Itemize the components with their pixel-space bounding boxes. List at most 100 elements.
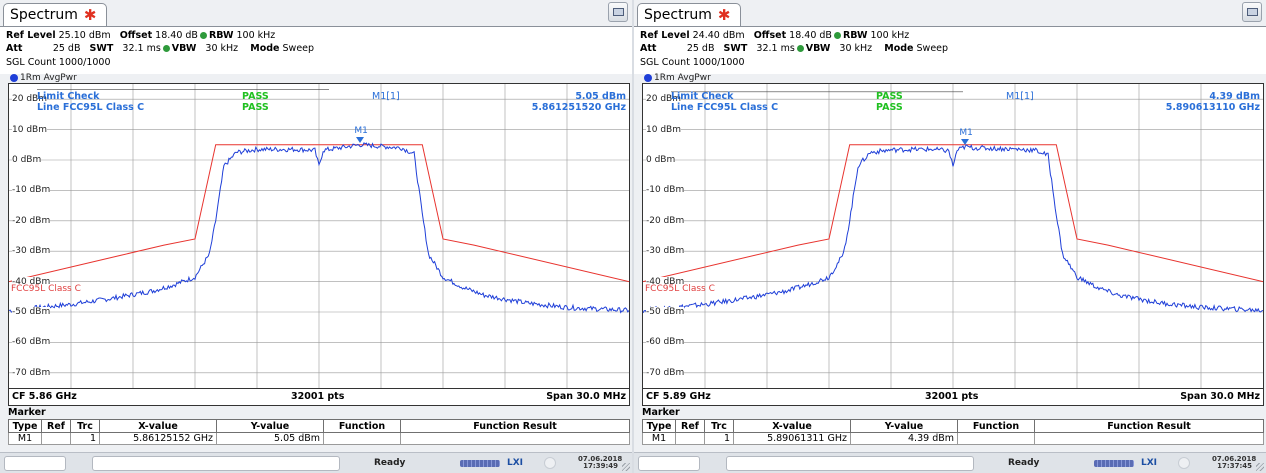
cell-x-value: 5.86125152 GHz [99, 432, 217, 445]
offset-value[interactable]: 18.40 dB [155, 30, 198, 41]
span[interactable]: Span 30.0 MHz [546, 391, 626, 402]
status-bar: Ready LXI 07.06.2018 17:37:45 [634, 452, 1266, 473]
col-function: Function [957, 419, 1035, 433]
sweep-points[interactable]: 32001 pts [925, 391, 979, 402]
y-tick-label: 10 dBm [646, 124, 681, 135]
swt-label: SWT [89, 43, 114, 54]
spectrum-plot[interactable]: 20 dBm 10 dBm 0 dBm -10 dBm -20 dBm -30 dBm -4… [8, 83, 630, 389]
att-label: Att [6, 43, 23, 54]
y-tick-label: -20 dBm [646, 215, 685, 226]
center-frequency[interactable]: CF 5.86 GHz [12, 391, 77, 402]
trace-avgpwr [643, 144, 1263, 314]
swt-value[interactable]: 32.1 ms [122, 43, 161, 54]
status-message-field [726, 456, 974, 471]
lxi-icon: LXI [1141, 458, 1158, 468]
y-tick-label: -40 dBm [12, 276, 51, 287]
spectrum-chart [9, 84, 629, 388]
rbw-value[interactable]: 100 kHz [870, 30, 910, 41]
spectrum-tab-right[interactable]: Spectrum ✱ [637, 3, 742, 26]
marker-section-title: Marker [642, 407, 680, 418]
col-type: Type [642, 419, 676, 433]
marker-section-title: Marker [8, 407, 46, 418]
cell-function-result [1034, 432, 1264, 445]
limit-line-label: Line FCC95L Class C [37, 102, 145, 113]
vbw-value[interactable]: 30 kHz [205, 43, 239, 54]
display-config-icon[interactable] [1242, 2, 1262, 22]
status-datetime: 07.06.2018 17:39:49 [578, 456, 622, 470]
tab-title: Spectrum [644, 7, 712, 23]
mode-value[interactable]: Sweep [282, 43, 315, 54]
status-field [4, 456, 66, 471]
y-tick-label: -60 dBm [12, 337, 51, 348]
marker-readout-name: M1[1] [1006, 91, 1034, 102]
offset-label: Offset [119, 30, 153, 41]
spectrum-tab-left[interactable]: Spectrum ✱ [3, 3, 108, 26]
coupled-indicator-icon [796, 44, 804, 52]
col-type: Type [8, 419, 42, 433]
sweep-count: SGL Count 1000/1000 [640, 57, 745, 68]
ref-level-value[interactable]: 24.40 dBm [692, 30, 745, 41]
resize-grip-icon[interactable] [1256, 463, 1264, 471]
limit-line-fcc95l-class-c [9, 144, 629, 283]
swt-value[interactable]: 32.1 ms [756, 43, 795, 54]
cell-trc: 1 [70, 432, 100, 445]
limit-line-name: FCC95L Class C [11, 283, 81, 294]
col-ref: Ref [675, 419, 705, 433]
y-tick-label: -70 dBm [12, 367, 51, 378]
progress-bar [460, 460, 500, 467]
att-value[interactable]: 25 dB [52, 43, 81, 54]
vbw-value[interactable]: 30 kHz [839, 43, 873, 54]
rbw-value[interactable]: 100 kHz [236, 30, 276, 41]
trace-dot-icon [644, 74, 652, 82]
mode-label: Mode [884, 43, 914, 54]
y-tick-label: 20 dBm [646, 94, 681, 105]
resize-grip-icon[interactable] [622, 463, 630, 471]
limit-line-pass: PASS [242, 102, 269, 113]
spectrum-window-left: Spectrum ✱ Ref Level 25.10 dBm Offset 18… [0, 0, 632, 473]
y-tick-label: -30 dBm [646, 246, 685, 257]
m1-marker-icon[interactable] [961, 138, 970, 145]
ref-level-value[interactable]: 25.10 dBm [58, 30, 111, 41]
m1-marker-icon[interactable] [356, 136, 365, 143]
offset-label: Offset [753, 30, 787, 41]
att-value[interactable]: 25 dB [686, 43, 715, 54]
coupled-indicator-icon [162, 44, 170, 52]
limit-check-pass: PASS [876, 91, 903, 102]
tab-title: Spectrum [10, 7, 78, 23]
y-tick-label: -10 dBm [12, 185, 51, 196]
status-ready: Ready [1008, 458, 1040, 468]
vbw-label: VBW [805, 43, 831, 54]
col-function: Function [323, 419, 401, 433]
y-tick-label: 0 dBm [646, 155, 676, 165]
display-config-icon[interactable] [608, 2, 628, 22]
offset-value[interactable]: 18.40 dB [789, 30, 832, 41]
trace-label: 1Rm AvgPwr [644, 73, 711, 83]
trace-label-text: 1Rm AvgPwr [20, 73, 77, 83]
ref-level-label: Ref Level [6, 30, 56, 41]
sweep-points[interactable]: 32001 pts [291, 391, 345, 402]
status-field [638, 456, 700, 471]
y-tick-label: -20 dBm [12, 215, 51, 226]
mode-value[interactable]: Sweep [916, 43, 949, 54]
ref-level-label: Ref Level [640, 30, 690, 41]
table-row[interactable]: M1 1 5.89061311 GHz 4.39 dBm [642, 432, 1264, 445]
coupled-indicator-icon [833, 31, 841, 39]
status-ready: Ready [374, 458, 406, 468]
y-tick-label: -50 dBm [646, 307, 685, 317]
limit-check-label: Limit Check [37, 91, 100, 102]
cell-type: M1 [8, 432, 42, 445]
cell-ref [41, 432, 71, 445]
status-date: 07.06.2018 [1212, 455, 1257, 463]
span[interactable]: Span 30.0 MHz [1180, 391, 1260, 402]
y-tick-label: -10 dBm [646, 185, 685, 196]
col-function-result: Function Result [400, 419, 630, 433]
spectrum-plot[interactable]: 20 dBm 10 dBm 0 dBm -10 dBm -20 dBm -30 dBm -4… [642, 83, 1264, 389]
marker-readout-level: 4.39 dBm [1209, 91, 1260, 102]
measurement-header: Ref Level 24.40 dBm Offset 18.40 dB RBW 1… [634, 26, 1266, 74]
table-row[interactable]: M1 1 5.86125152 GHz 5.05 dBm [8, 432, 630, 445]
y-tick-label: -40 dBm [646, 276, 685, 287]
status-bar: Ready LXI 07.06.2018 17:39:49 [0, 452, 632, 473]
cell-x-value: 5.89061311 GHz [733, 432, 851, 445]
plot-footer: CF 5.86 GHz 32001 pts Span 30.0 MHz [8, 389, 630, 406]
center-frequency[interactable]: CF 5.89 GHz [646, 391, 711, 402]
